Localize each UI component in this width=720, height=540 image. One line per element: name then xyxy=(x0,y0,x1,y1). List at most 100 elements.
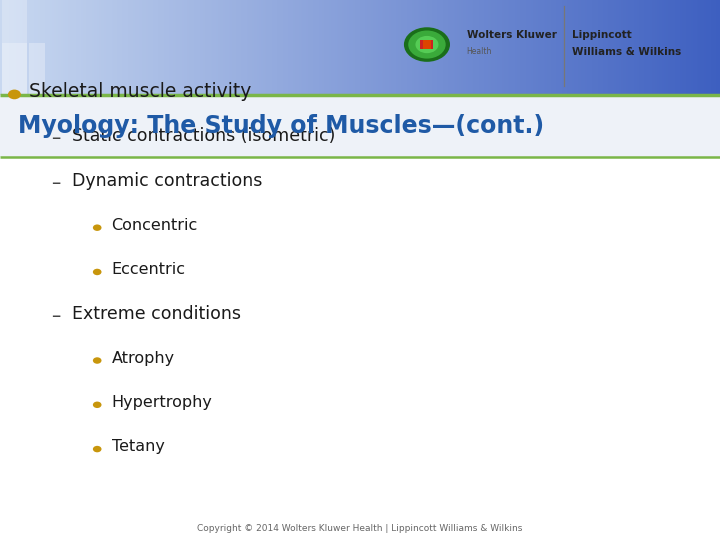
Circle shape xyxy=(408,30,446,59)
Bar xyxy=(52,0,54,94)
Circle shape xyxy=(93,357,102,364)
Bar xyxy=(71,0,72,94)
Bar xyxy=(425,0,426,94)
Bar xyxy=(246,0,248,94)
Bar xyxy=(445,0,446,94)
Bar xyxy=(639,0,641,94)
Bar xyxy=(181,0,184,94)
Bar xyxy=(179,0,180,94)
Bar xyxy=(40,0,42,94)
Bar xyxy=(160,0,162,94)
Bar xyxy=(43,0,45,94)
Bar xyxy=(666,0,668,94)
Bar xyxy=(649,0,652,94)
Bar xyxy=(209,0,210,94)
Bar xyxy=(356,0,359,94)
Bar xyxy=(207,0,209,94)
Bar xyxy=(582,0,583,94)
Bar xyxy=(565,0,567,94)
Bar xyxy=(68,0,71,94)
Bar xyxy=(92,0,94,94)
Bar xyxy=(22,0,23,94)
Bar xyxy=(513,0,515,94)
Bar xyxy=(245,0,246,94)
Bar xyxy=(130,0,132,94)
Bar xyxy=(456,0,457,94)
Bar xyxy=(371,0,373,94)
Bar xyxy=(461,0,462,94)
Bar xyxy=(675,0,677,94)
Bar xyxy=(122,0,125,94)
Bar xyxy=(95,0,97,94)
Bar xyxy=(7,0,9,94)
Bar xyxy=(279,0,281,94)
Text: Atrophy: Atrophy xyxy=(112,351,175,366)
Bar xyxy=(2,0,27,43)
Bar xyxy=(137,0,139,94)
Bar xyxy=(644,0,647,94)
Bar xyxy=(619,0,621,94)
Bar xyxy=(6,0,7,94)
Bar xyxy=(593,0,594,94)
Bar xyxy=(317,0,319,94)
Bar xyxy=(220,0,222,94)
Bar xyxy=(217,0,220,94)
Bar xyxy=(716,0,719,94)
Bar xyxy=(121,0,122,94)
Text: Copyright © 2014 Wolters Kluwer Health | Lippincott Williams & Wilkins: Copyright © 2014 Wolters Kluwer Health |… xyxy=(197,524,523,532)
Bar xyxy=(281,0,283,94)
Bar xyxy=(572,0,575,94)
Bar xyxy=(259,0,261,94)
Bar xyxy=(261,0,263,94)
Bar xyxy=(18,0,20,94)
Bar xyxy=(292,0,294,94)
Bar xyxy=(315,0,317,94)
Bar xyxy=(614,0,616,94)
Bar xyxy=(679,0,680,94)
Bar xyxy=(531,0,533,94)
Bar xyxy=(558,0,560,94)
Bar xyxy=(416,0,418,94)
Bar xyxy=(583,0,585,94)
Bar xyxy=(419,0,421,94)
Bar xyxy=(508,0,510,94)
Bar xyxy=(511,0,513,94)
Bar xyxy=(662,0,664,94)
Bar xyxy=(338,0,341,94)
Bar xyxy=(668,0,670,94)
Bar xyxy=(448,0,450,94)
Bar xyxy=(673,0,675,94)
Bar xyxy=(403,0,405,94)
Bar xyxy=(655,0,657,94)
Bar xyxy=(378,0,380,94)
Bar xyxy=(576,0,577,94)
Bar xyxy=(294,0,295,94)
Bar xyxy=(618,0,619,94)
Bar xyxy=(488,0,490,94)
Bar xyxy=(546,0,547,94)
Bar xyxy=(469,0,472,94)
Bar xyxy=(533,0,534,94)
Bar xyxy=(472,0,474,94)
Bar xyxy=(395,0,396,94)
Bar xyxy=(690,0,691,94)
Bar xyxy=(223,0,225,94)
Bar xyxy=(176,0,179,94)
Bar xyxy=(684,0,685,94)
Bar xyxy=(194,0,196,94)
Bar xyxy=(521,0,522,94)
Bar xyxy=(180,0,181,94)
Bar xyxy=(174,0,176,94)
Bar xyxy=(60,0,61,94)
Bar xyxy=(433,0,436,94)
Bar xyxy=(114,0,115,94)
Bar xyxy=(670,0,671,94)
Bar xyxy=(621,0,623,94)
Bar xyxy=(308,0,310,94)
Bar xyxy=(36,0,37,94)
Bar xyxy=(145,0,148,94)
Bar xyxy=(436,0,438,94)
Bar xyxy=(83,0,85,94)
Bar xyxy=(132,0,133,94)
Bar xyxy=(654,0,655,94)
